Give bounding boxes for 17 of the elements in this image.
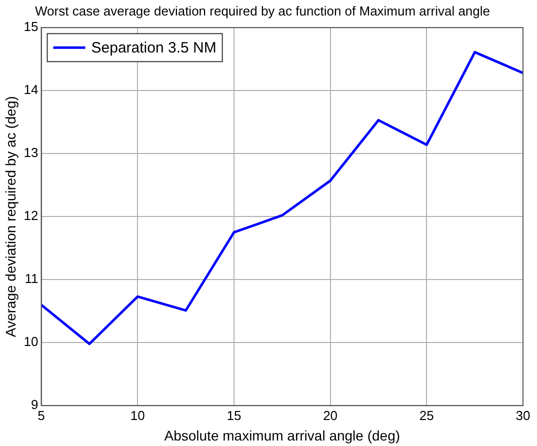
y-tick-label: 9 [31, 397, 38, 412]
y-tick-label: 15 [24, 19, 38, 34]
y-tick-label: 10 [24, 334, 38, 350]
y-tick-label: 12 [24, 208, 38, 224]
x-axis-title: Absolute maximum arrival angle (deg) [164, 427, 400, 444]
x-tick-label: 10 [130, 408, 145, 423]
y-tick-label: 11 [24, 271, 38, 286]
y-tick-label: 14 [24, 82, 38, 98]
chart-title: Worst case average deviation required by ac function of Maximum arrival angle [35, 3, 490, 18]
x-tick-label: 20 [323, 408, 338, 423]
x-tick-label: 30 [516, 408, 530, 423]
y-axis-title: Average deviation required by ac (deg) [2, 96, 18, 338]
x-tick-label: 25 [419, 408, 434, 423]
x-tick-label: 15 [226, 408, 242, 423]
legend-label: Separation 3.5 NM [91, 40, 216, 57]
x-tick-label: 5 [38, 408, 45, 423]
y-tick-label: 13 [24, 145, 38, 160]
